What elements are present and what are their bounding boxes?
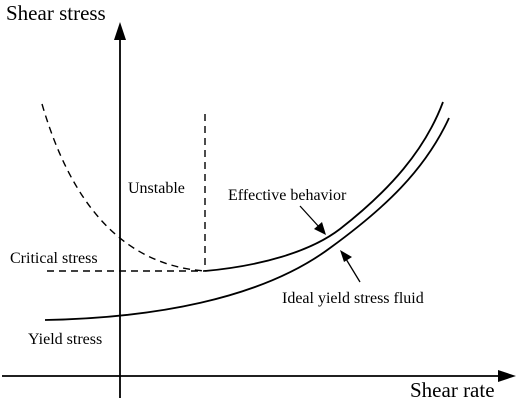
effective-behavior-pointer-arrowhead <box>314 222 326 235</box>
x-axis-arrowhead <box>498 370 516 382</box>
unstable-dashed-branch <box>41 103 206 272</box>
ideal-yield-stress-fluid-label: Ideal yield stress fluid <box>282 290 424 307</box>
ideal-fluid-pointer-arrowhead <box>340 250 352 262</box>
effective-behavior-curve <box>204 101 444 272</box>
effective-behavior-pointer <box>299 205 321 229</box>
critical-stress-label: Critical stress <box>10 250 98 267</box>
unstable-label: Unstable <box>128 180 185 197</box>
effective-behavior-label: Effective behavior <box>228 187 347 204</box>
x-axis-title: Shear rate <box>410 378 495 402</box>
ideal-fluid-pointer <box>345 258 361 283</box>
ideal-yield-stress-curve <box>44 117 450 321</box>
yield-stress-label: Yield stress <box>28 331 102 348</box>
y-axis-title: Shear stress <box>6 1 106 25</box>
y-axis-arrowhead <box>114 22 126 40</box>
